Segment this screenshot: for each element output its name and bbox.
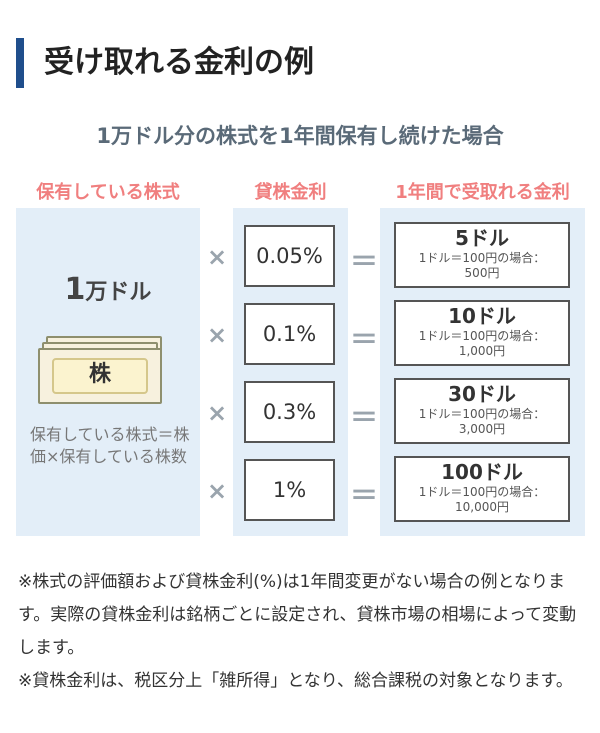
result-condition: 1ドル＝100円の場合： [418, 251, 546, 265]
result-amount: 5ドル [455, 226, 509, 250]
stock-certificate-label: 株 [52, 358, 148, 394]
equals-sign: ＝ [349, 401, 378, 434]
subtitle: 1万ドル分の株式を1年間保有し続けた場合 [96, 124, 504, 148]
rate-box: 0.3% [244, 381, 335, 443]
stock-note: 保有している株式＝株価×保有している株数 [30, 425, 190, 466]
rate-box: 0.1% [244, 303, 335, 365]
times-sign: × [206, 243, 228, 271]
result-condition: 1ドル＝100円の場合： [418, 329, 546, 343]
stock-amount-unit: 万ドル [85, 280, 152, 305]
times-sign: × [206, 477, 228, 505]
page-title: 受け取れる金利の例 [16, 38, 576, 88]
column-heading-stock: 保有している株式 [36, 182, 180, 203]
stock-amount: 1万ドル [16, 272, 200, 307]
stock-certificate-icon: 株 [38, 348, 162, 404]
column-heading-result: 1年間で受取れる金利 [395, 182, 570, 203]
result-yen: 10,000円 [455, 500, 509, 514]
column-heading-rate: 貸株金利 [254, 182, 327, 203]
result-box: 30ドル 1ドル＝100円の場合： 3,000円 [394, 378, 570, 444]
result-box: 5ドル 1ドル＝100円の場合： 500円 [394, 222, 570, 288]
result-box: 10ドル 1ドル＝100円の場合： 1,000円 [394, 300, 570, 366]
equals-sign: ＝ [349, 323, 378, 356]
times-sign: × [206, 321, 228, 349]
stock-amount-number: 1 [64, 272, 86, 307]
result-yen: 1,000円 [458, 344, 506, 358]
rate-box: 1% [244, 459, 335, 521]
result-amount: 100ドル [441, 460, 523, 484]
footnote-tax: ※貸株金利は、税区分上「雑所得」となり、総合課税の対象となります。 [18, 671, 573, 691]
result-amount: 30ドル [448, 382, 516, 406]
footnote-valuation: ※株式の評価額および貸株金利(%)は1年間変更がない場合の例となります。実際の貸… [18, 572, 577, 658]
equals-sign: ＝ [349, 245, 378, 278]
footnotes: ※株式の評価額および貸株金利(%)は1年間変更がない場合の例となります。実際の貸… [18, 566, 588, 698]
result-box: 100ドル 1ドル＝100円の場合： 10,000円 [394, 456, 570, 522]
result-yen: 3,000円 [458, 422, 506, 436]
result-amount: 10ドル [448, 304, 516, 328]
equals-sign: ＝ [349, 479, 378, 512]
result-condition: 1ドル＝100円の場合： [418, 407, 546, 421]
result-yen: 500円 [464, 266, 500, 280]
times-sign: × [206, 399, 228, 427]
rate-box: 0.05% [244, 225, 335, 287]
result-condition: 1ドル＝100円の場合： [418, 485, 546, 499]
